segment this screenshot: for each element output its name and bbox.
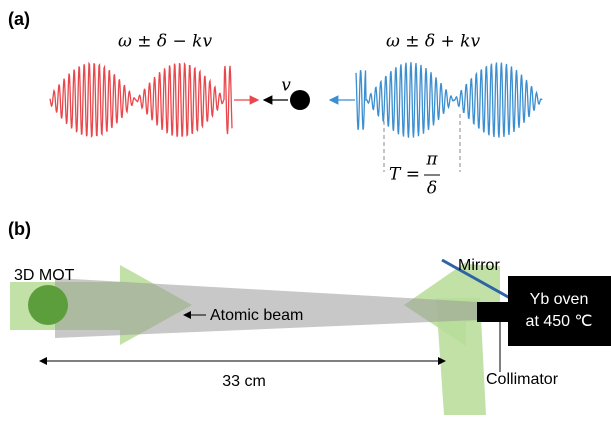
mirror bbox=[441, 258, 511, 300]
panel-label: (a) bbox=[8, 9, 30, 29]
atomic-beam bbox=[55, 278, 478, 338]
collimator-label: Collimator bbox=[486, 371, 559, 388]
mot bbox=[28, 285, 68, 325]
period-den: δ bbox=[427, 179, 437, 199]
collimator bbox=[477, 302, 510, 322]
blue-wave bbox=[355, 62, 543, 138]
red-wave bbox=[49, 61, 233, 138]
oven-label: Yb oven bbox=[530, 291, 589, 308]
panel-label: (b) bbox=[8, 219, 31, 239]
velocity-label: v bbox=[281, 76, 291, 96]
wave-label: ω ± δ + kv bbox=[386, 32, 481, 52]
wave-label: ω ± δ − kv bbox=[118, 32, 213, 52]
mot-label: 3D MOT bbox=[14, 267, 75, 284]
period-num: π bbox=[425, 150, 438, 170]
beam-label: Atomic beam bbox=[210, 307, 303, 324]
atom bbox=[290, 90, 310, 110]
oven bbox=[508, 276, 611, 346]
distance-label: 33 cm bbox=[222, 373, 266, 390]
oven-label: at 450 ℃ bbox=[526, 313, 593, 330]
period-label: T = bbox=[389, 165, 420, 185]
mirror-label: Mirror bbox=[458, 257, 500, 274]
